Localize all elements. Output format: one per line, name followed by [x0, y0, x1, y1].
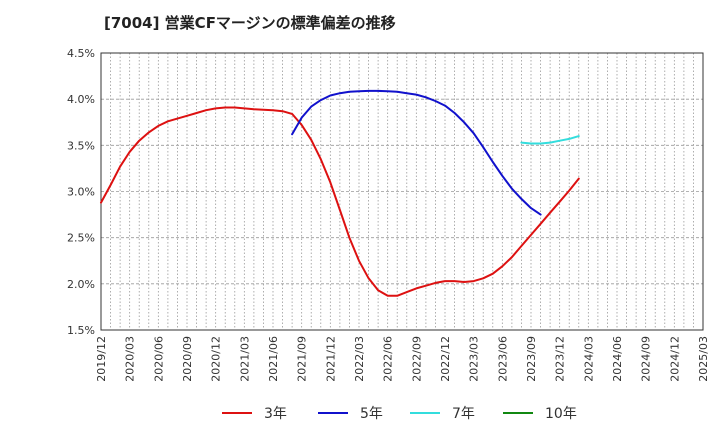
x-tick-label: 2021/06: [267, 336, 280, 382]
x-tick-label: 2021/12: [324, 336, 337, 382]
y-tick-label: 3.0%: [67, 186, 95, 199]
y-tick-label: 2.5%: [67, 232, 95, 245]
x-tick-label: 2019/12: [95, 336, 108, 382]
series-group: [100, 89, 580, 297]
legend: 3年 5年 7年 10年: [222, 406, 577, 422]
x-tick-label: 2021/09: [296, 336, 309, 382]
y-tick-label: 2.0%: [67, 278, 95, 291]
legend-label: 5年: [360, 406, 383, 422]
y-tick-label: 1.5%: [67, 324, 95, 337]
x-tick-label: 2022/12: [439, 336, 452, 382]
x-tick-label: 2023/06: [496, 336, 509, 382]
x-tick-label: 2024/03: [582, 336, 595, 382]
x-tick-label: 2020/06: [152, 336, 165, 382]
y-tick-label: 4.0%: [67, 93, 95, 106]
x-tick-label: 2022/03: [353, 336, 366, 382]
legend-label: 3年: [264, 406, 287, 422]
x-axis: 2019/12 2020/03 2020/06 2020/09 2020/12 2021/…: [95, 336, 710, 382]
grid: [101, 53, 703, 330]
series-line-3年: [100, 106, 580, 297]
x-tick-label: 2023/09: [525, 336, 538, 382]
x-tick-label: 2022/09: [410, 336, 423, 382]
x-tick-label: 2020/12: [210, 336, 223, 382]
x-tick-label: 2020/03: [124, 336, 137, 382]
series-line-5年: [291, 89, 542, 216]
y-tick-label: 4.5%: [67, 47, 95, 60]
x-tick-label: 2021/03: [238, 336, 251, 382]
series-line-7年: [520, 135, 580, 145]
x-tick-label: 2024/09: [640, 336, 653, 382]
plot-frame: [100, 52, 704, 331]
x-tick-label: 2025/03: [697, 336, 710, 382]
chart-title: [7004] 営業CFマージンの標準偏差の推移: [104, 14, 396, 32]
legend-label: 10年: [545, 406, 577, 422]
y-axis: 1.5% 2.0% 2.5% 3.0% 3.5% 4.0% 4.5%: [67, 47, 95, 337]
x-tick-label: 2023/12: [554, 336, 567, 382]
y-tick-label: 3.5%: [67, 139, 95, 152]
legend-label: 7年: [452, 406, 475, 422]
x-tick-label: 2024/12: [668, 336, 681, 382]
x-tick-label: 2022/06: [382, 336, 395, 382]
x-tick-label: 2024/06: [611, 336, 624, 382]
x-tick-label: 2023/03: [468, 336, 481, 382]
x-tick-label: 2020/09: [181, 336, 194, 382]
